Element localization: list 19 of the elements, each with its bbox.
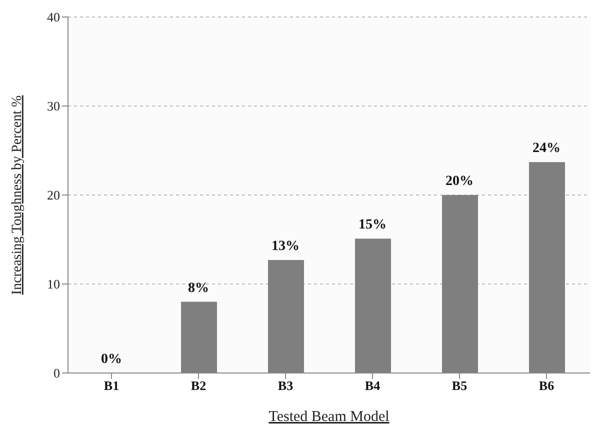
x-tick-label: B3: [278, 378, 294, 394]
x-tick-label: B4: [364, 378, 381, 394]
data-label: 20%: [446, 174, 474, 189]
y-tick-label: 10: [47, 276, 60, 292]
data-label: 8%: [188, 280, 209, 296]
data-label: 24%: [532, 141, 560, 156]
data-label: 13%: [272, 238, 300, 254]
x-tick-label: B2: [190, 378, 206, 394]
data-label: 0%: [101, 352, 122, 367]
y-tick-label: 30: [47, 98, 60, 114]
x-tick-label: B1: [104, 378, 120, 394]
data-label: 15%: [358, 218, 386, 233]
y-tick-label: 40: [47, 10, 60, 25]
x-tick-label: B5: [452, 378, 468, 394]
y-tick-label: 0: [54, 366, 60, 381]
x-axis-title: Tested Beam Model: [268, 409, 390, 425]
y-tick-label: 20: [47, 188, 60, 203]
y-axis-title: Increasing Toughness by Percent %: [10, 94, 25, 295]
x-tick-label: B6: [538, 378, 555, 394]
